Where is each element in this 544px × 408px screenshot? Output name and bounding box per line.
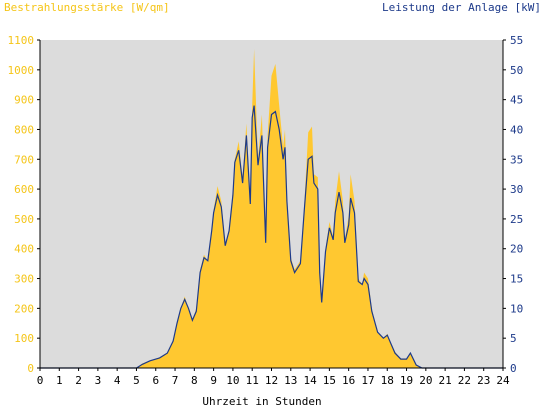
left-tick-label: 700	[14, 153, 34, 166]
x-tick-label: 7	[172, 374, 179, 387]
x-tick-label: 12	[265, 374, 278, 387]
right-tick-label: 5	[510, 332, 517, 345]
left-tick-label: 500	[14, 213, 34, 226]
x-tick-label: 13	[284, 374, 297, 387]
right-tick-label: 30	[510, 183, 523, 196]
power-line	[40, 105, 503, 369]
right-tick-label: 10	[510, 302, 523, 315]
x-tick-label: 11	[246, 374, 259, 387]
x-tick-label: 19	[400, 374, 413, 387]
x-tick-label: 1	[56, 374, 63, 387]
right-tick-label: 55	[510, 34, 523, 47]
x-tick-label: 20	[419, 374, 432, 387]
x-tick-label: 21	[439, 374, 452, 387]
left-tick-label: 800	[14, 123, 34, 136]
left-tick-label: 300	[14, 273, 34, 286]
x-tick-label: 4	[114, 374, 121, 387]
right-tick-label: 40	[510, 123, 523, 136]
left-tick-label: 400	[14, 243, 34, 256]
left-tick-label: 200	[14, 302, 34, 315]
x-tick-label: 14	[303, 374, 317, 387]
right-axis-title: Leistung der Anlage [kW]	[382, 1, 541, 14]
x-tick-label: 9	[210, 374, 217, 387]
series-layer	[40, 48, 503, 369]
x-tick-label: 5	[133, 374, 140, 387]
x-tick-label: 6	[152, 374, 159, 387]
left-axis-title: Bestrahlungsstärke [W/qm]	[4, 1, 170, 14]
right-tick-label: 20	[510, 243, 523, 256]
right-tick-label: 35	[510, 153, 523, 166]
irradiance-area	[40, 48, 503, 369]
left-tick-label: 1100	[8, 34, 35, 47]
x-tick-label: 0	[37, 374, 44, 387]
right-tick-label: 0	[510, 362, 517, 375]
x-tick-label: 8	[191, 374, 198, 387]
left-tick-label: 600	[14, 183, 34, 196]
x-tick-label: 15	[323, 374, 336, 387]
right-tick-label: 45	[510, 94, 523, 107]
left-tick-label: 100	[14, 332, 34, 345]
right-tick-label: 50	[510, 64, 523, 77]
x-tick-label: 22	[458, 374, 471, 387]
x-tick-label: 10	[226, 374, 239, 387]
right-tick-label: 25	[510, 213, 523, 226]
left-tick-label: 900	[14, 94, 34, 107]
left-tick-label: 0	[27, 362, 34, 375]
x-tick-label: 3	[95, 374, 102, 387]
left-tick-label: 1000	[8, 64, 35, 77]
x-tick-label: 24	[496, 374, 510, 387]
x-axis-title: Uhrzeit in Stunden	[202, 395, 321, 408]
x-tick-label: 16	[342, 374, 355, 387]
x-tick-label: 17	[361, 374, 374, 387]
axes-layer: 0100200300400500600700800900100011000510…	[8, 34, 524, 387]
x-tick-label: 18	[381, 374, 394, 387]
right-tick-label: 15	[510, 273, 523, 286]
x-tick-label: 23	[477, 374, 490, 387]
x-tick-label: 2	[75, 374, 82, 387]
